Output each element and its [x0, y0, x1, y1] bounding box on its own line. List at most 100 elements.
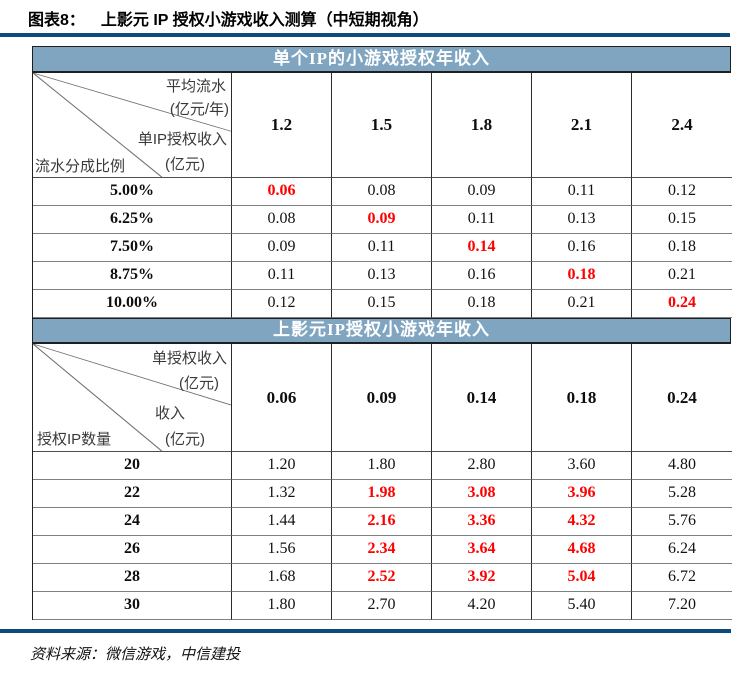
corner-label-ip-count: 授权IP数量: [37, 431, 112, 448]
table1-row-label: 10.00%: [33, 290, 232, 318]
table2-row-label: 30: [33, 592, 232, 620]
table2-total-ip-revenue: 单授权收入 (亿元) 收入 (亿元) 授权IP数量 0.06 0.09 0.14…: [32, 344, 732, 620]
table1-cell: 0.15: [332, 290, 432, 318]
table2-cell: 3.64: [432, 536, 532, 564]
table2-header-band: 上影元IP授权小游戏年收入: [32, 318, 731, 344]
table2-column-header: 0.06: [232, 344, 332, 452]
table1-row-label: 7.50%: [33, 234, 232, 262]
figure-title: 上影元 IP 授权小游戏收入测算（中短期视角）: [100, 12, 429, 29]
corner-label-income: 收入: [154, 405, 185, 422]
table1-cell: 0.09: [332, 206, 432, 234]
corner-label-single-ip-income: 单IP授权收入: [137, 131, 227, 148]
table2-column-header: 0.24: [632, 344, 732, 452]
table2-cell: 4.20: [432, 592, 532, 620]
table1-cell: 0.08: [332, 178, 432, 206]
table1-single-ip-revenue: 平均流水 (亿元/年) 单IP授权收入 (亿元) 流水分成比例 1.2 1.5 …: [32, 73, 732, 318]
corner-label-per-license-income-unit: (亿元): [179, 375, 219, 392]
figure-caption: 图表8： 上影元 IP 授权小游戏收入测算（中短期视角）: [28, 6, 429, 30]
table2-row-label: 20: [33, 452, 232, 480]
table2-cell: 3.92: [432, 564, 532, 592]
table1-cell: 0.13: [532, 206, 632, 234]
table1-column-header: 1.8: [432, 73, 532, 178]
table2-column-header: 0.09: [332, 344, 432, 452]
table1-corner-cell: 平均流水 (亿元/年) 单IP授权收入 (亿元) 流水分成比例: [33, 73, 232, 178]
table2-row-label: 28: [33, 564, 232, 592]
table1-column-header: 1.2: [232, 73, 332, 178]
table2-cell: 5.28: [632, 480, 732, 508]
table2-cell: 1.68: [232, 564, 332, 592]
table2-cell: 3.96: [532, 480, 632, 508]
table2-cell: 1.32: [232, 480, 332, 508]
corner-label-avg-flow-unit: (亿元/年): [169, 101, 229, 118]
table1-cell: 0.11: [432, 206, 532, 234]
table2-cell: 2.52: [332, 564, 432, 592]
table2-cell: 6.24: [632, 536, 732, 564]
table2-cell: 5.04: [532, 564, 632, 592]
table1-cell: 0.18: [432, 290, 532, 318]
table1-cell: 0.14: [432, 234, 532, 262]
table2-column-header: 0.18: [532, 344, 632, 452]
table2-cell: 1.80: [332, 452, 432, 480]
title-divider-rule: [0, 33, 730, 37]
table2-row-label: 24: [33, 508, 232, 536]
table2-cell: 5.76: [632, 508, 732, 536]
diagonal-split-lines-icon: [33, 73, 231, 177]
corner-label-share-ratio: 流水分成比例: [35, 158, 126, 175]
table1-cell: 0.09: [232, 234, 332, 262]
table2-cell: 5.40: [532, 592, 632, 620]
table2-row-label: 22: [33, 480, 232, 508]
table1-cell: 0.13: [332, 262, 432, 290]
tables-container: 单个IP的小游戏授权年收入 平均流水 (亿元/年) 单IP授权收入 (亿元) 流…: [32, 46, 732, 620]
table1-cell: 0.24: [632, 290, 732, 318]
table1-column-header: 2.1: [532, 73, 632, 178]
table1-cell: 0.16: [532, 234, 632, 262]
table1-cell: 0.15: [632, 206, 732, 234]
table2-cell: 1.44: [232, 508, 332, 536]
table1-cell: 0.09: [432, 178, 532, 206]
table2-cell: 1.98: [332, 480, 432, 508]
table2-column-header: 0.14: [432, 344, 532, 452]
table1-cell: 0.06: [232, 178, 332, 206]
table2-corner-cell: 单授权收入 (亿元) 收入 (亿元) 授权IP数量: [33, 344, 232, 452]
corner-label-avg-flow: 平均流水: [165, 78, 226, 95]
table2-cell: 3.60: [532, 452, 632, 480]
table2-cell: 1.80: [232, 592, 332, 620]
table2-cell: 1.56: [232, 536, 332, 564]
table1-cell: 0.11: [332, 234, 432, 262]
table1-row-label: 5.00%: [33, 178, 232, 206]
table2-cell: 3.08: [432, 480, 532, 508]
table2-cell: 4.80: [632, 452, 732, 480]
table2-cell: 3.36: [432, 508, 532, 536]
table1-cell: 0.11: [532, 178, 632, 206]
table2-cell: 2.70: [332, 592, 432, 620]
table2-cell: 4.68: [532, 536, 632, 564]
table1-header-band: 单个IP的小游戏授权年收入: [32, 46, 731, 73]
figure-number-label: 图表8：: [28, 12, 85, 29]
table1-cell: 0.21: [632, 262, 732, 290]
table1-cell: 0.21: [532, 290, 632, 318]
table1-cell: 0.18: [532, 262, 632, 290]
table1-cell: 0.12: [232, 290, 332, 318]
corner-label-per-license-income: 单授权收入: [151, 350, 227, 367]
corner-label-income-unit: (亿元): [165, 431, 205, 448]
table1-row-label: 8.75%: [33, 262, 232, 290]
table2-cell: 7.20: [632, 592, 732, 620]
table1-column-header: 1.5: [332, 73, 432, 178]
table2-row-label: 26: [33, 536, 232, 564]
source-note: 资料来源：微信游戏，中信建投: [30, 647, 241, 663]
table2-cell: 4.32: [532, 508, 632, 536]
table2-cell: 2.34: [332, 536, 432, 564]
table2-cell: 6.72: [632, 564, 732, 592]
table1-column-header: 2.4: [632, 73, 732, 178]
table1-row-label: 6.25%: [33, 206, 232, 234]
table1-cell: 0.12: [632, 178, 732, 206]
table1-cell: 0.18: [632, 234, 732, 262]
table2-cell: 2.80: [432, 452, 532, 480]
diagonal-split-lines-icon: [33, 344, 231, 451]
footer-divider-rule: [0, 629, 731, 633]
table1-cell: 0.11: [232, 262, 332, 290]
corner-label-single-ip-income-unit: (亿元): [165, 156, 205, 173]
table2-cell: 1.20: [232, 452, 332, 480]
table2-cell: 2.16: [332, 508, 432, 536]
